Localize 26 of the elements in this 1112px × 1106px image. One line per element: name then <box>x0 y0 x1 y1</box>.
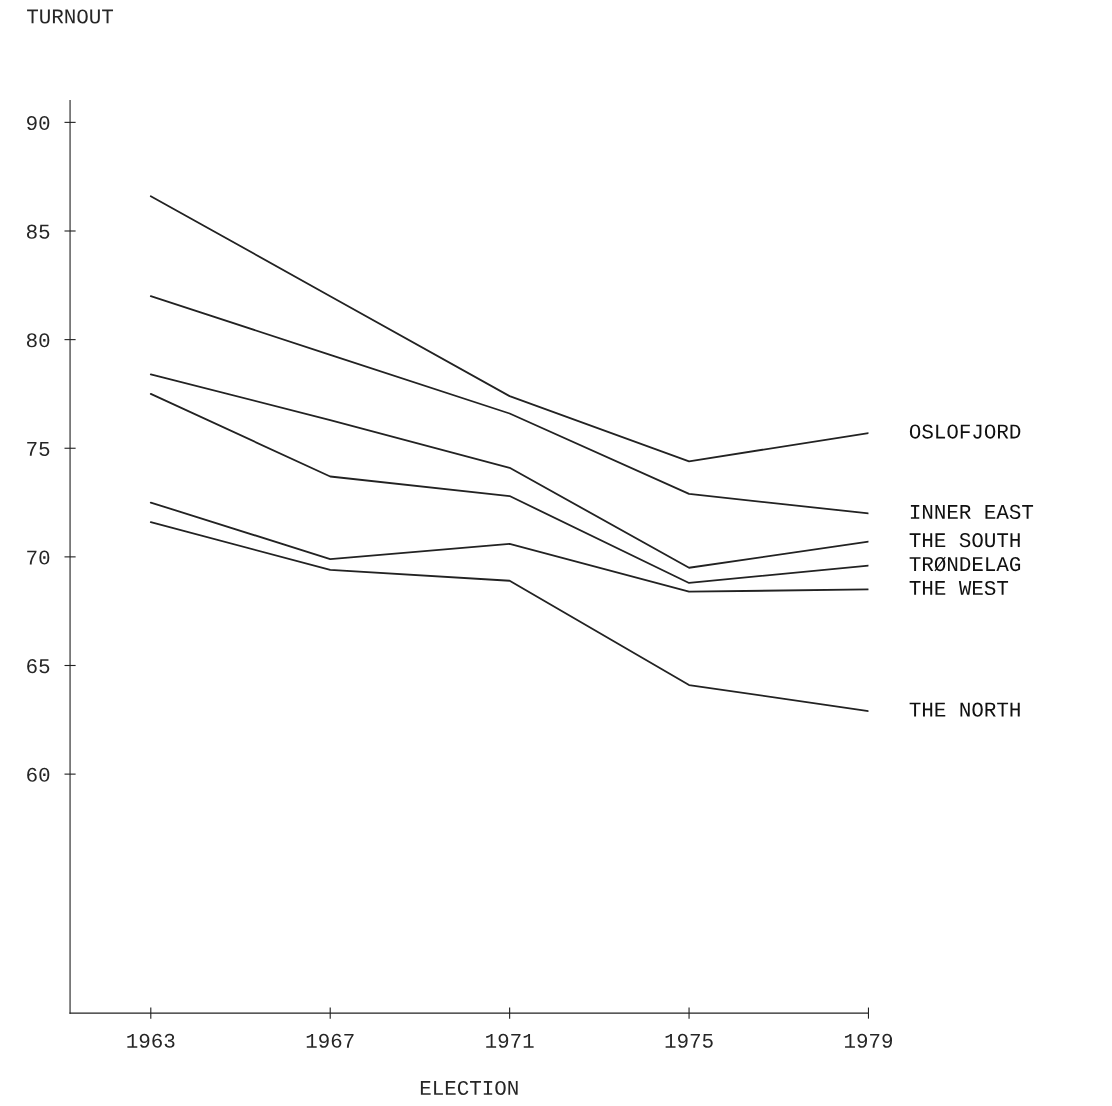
x-axis-title: ELECTION <box>420 1080 518 1096</box>
y-tick-label: 85 <box>26 224 50 239</box>
y-tick-label: 70 <box>27 550 50 565</box>
line-series <box>149 295 869 515</box>
line-series <box>149 373 869 569</box>
x-tick-label: 1975 <box>665 1033 713 1048</box>
series-label: THE WEST <box>909 580 1009 596</box>
line-series <box>149 393 869 584</box>
series-label: THE SOUTH <box>909 533 1020 548</box>
x-tick-label: 1963 <box>127 1033 175 1048</box>
line-series <box>149 501 869 593</box>
y-tick-label: 80 <box>26 333 50 348</box>
y-tick-label: 75 <box>27 442 50 456</box>
text: INNER EAST <box>910 504 1034 520</box>
x-tick-label: 1967 <box>306 1033 354 1048</box>
y-tick-label: 65 <box>27 659 50 674</box>
y-axis-title: TURNOUT <box>27 9 114 24</box>
y-tick-label: 60 <box>27 767 50 782</box>
series-label: THE NORTH <box>909 702 1020 717</box>
x-tick-label: 1979 <box>844 1033 893 1048</box>
line-series <box>149 521 869 713</box>
y-tick-label: 90 <box>27 115 50 131</box>
series-label: OSLOFJORD <box>909 424 1021 439</box>
line-series <box>149 195 869 463</box>
series-label: TRØNDELAG <box>909 556 1021 572</box>
x-tick-label: 1971 <box>486 1033 534 1048</box>
